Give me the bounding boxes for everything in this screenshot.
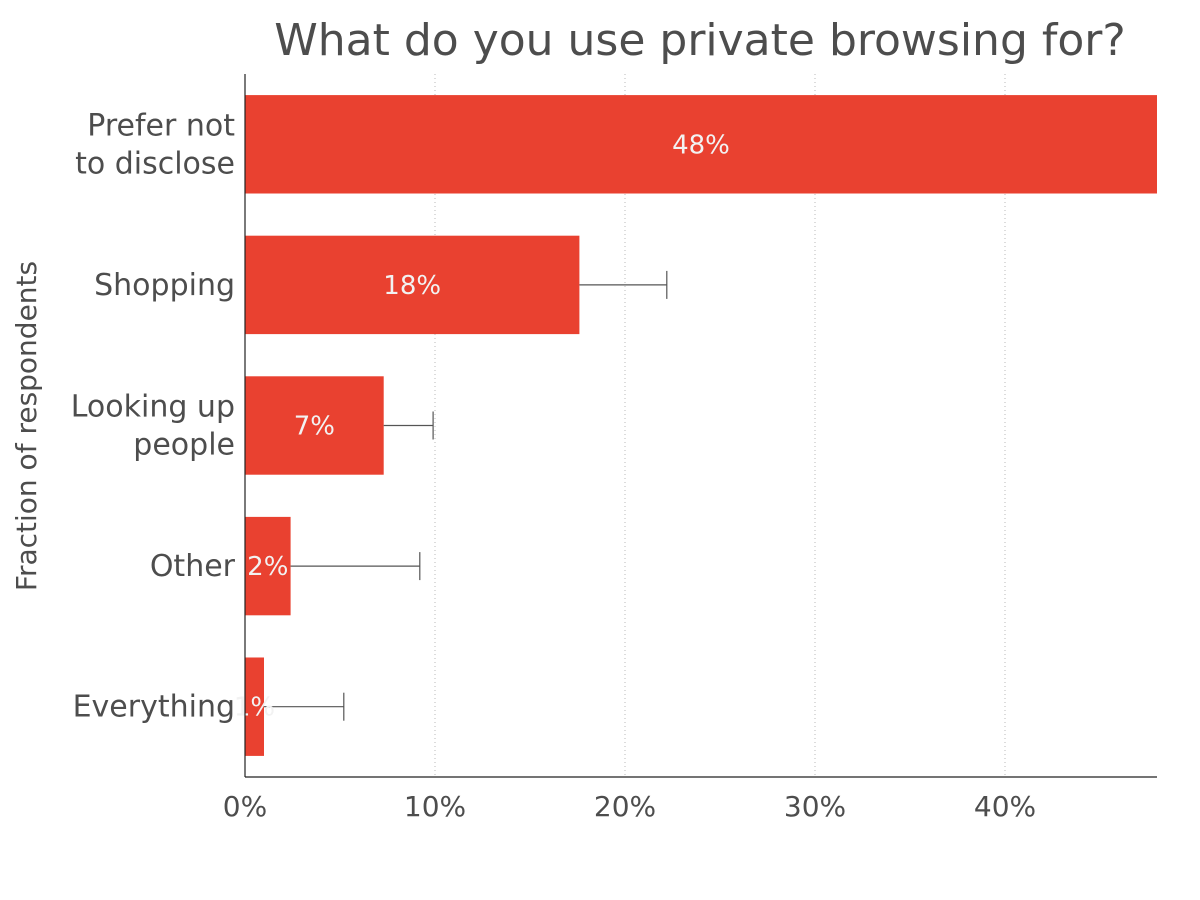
category-label: people [133,428,235,463]
category-label: Shopping [94,268,235,303]
axes [244,74,1157,778]
bar [245,95,1157,194]
x-tick-label: 30% [784,790,846,823]
bar [245,235,580,335]
bar [245,516,291,616]
category-label: Prefer not [87,108,235,143]
y-axis-label: Fraction of respondents [10,261,43,591]
chart-title: What do you use private browsing for? [274,15,1125,66]
x-axis-ticks: 0% 10% 20% 30% 40% [223,790,1036,823]
bar [245,657,264,756]
bar-value-label: 18% [383,271,441,301]
bars: 48% 18% 7% 2% 1% [234,95,1157,756]
bar-value-label: 48% [672,130,730,160]
x-tick-label: 10% [404,790,466,823]
category-label: to disclose [75,146,235,181]
category-label: Other [150,549,236,584]
x-tick-label: 20% [594,790,656,823]
x-tick-label: 0% [223,790,267,823]
bar-value-label: 2% [247,552,288,582]
bar-value-label: 1% [234,693,275,723]
category-label: Looking up [71,390,235,425]
category-label: Everything [73,690,235,725]
x-tick-label: 40% [974,790,1036,823]
bar-value-label: 7% [294,412,335,442]
bar [245,376,384,475]
